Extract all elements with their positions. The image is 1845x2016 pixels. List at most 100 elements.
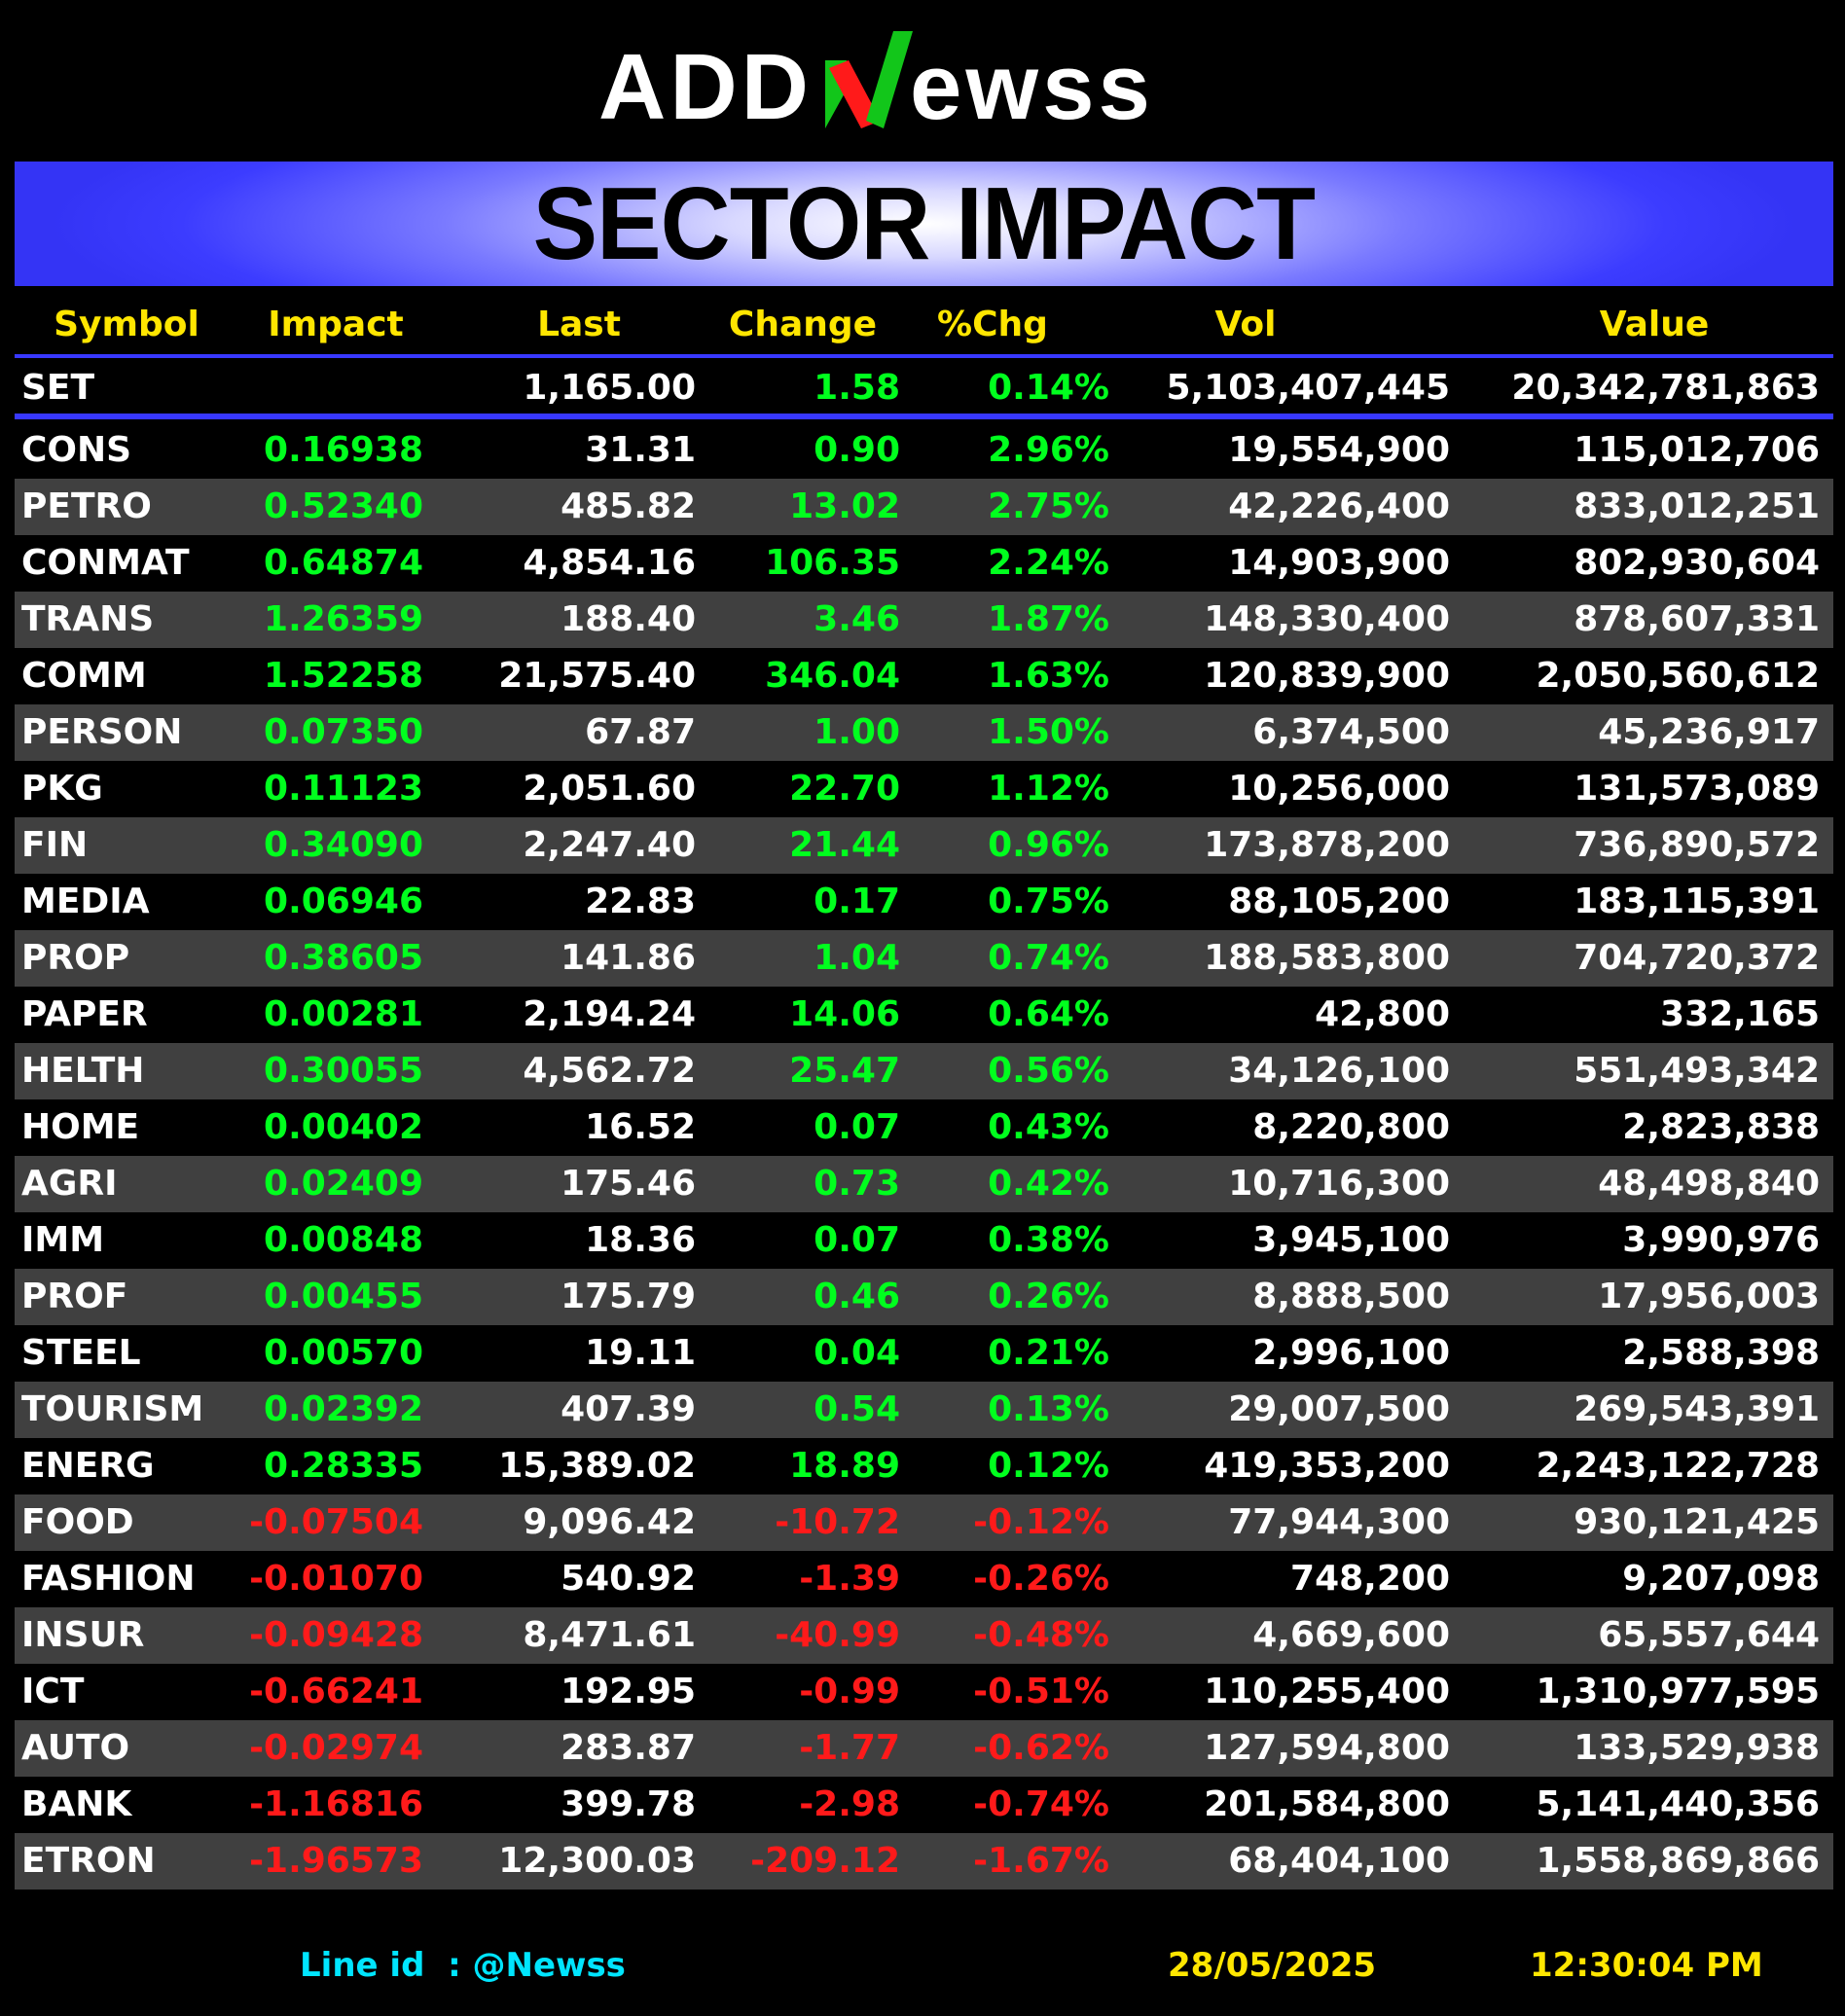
- sector-volume: 2,996,100: [1252, 1333, 1450, 1373]
- sector-last: 399.78: [561, 1784, 696, 1824]
- table-row: ETRON -1.96573 12,300.03 -209.12 -1.67% 68,40…: [15, 1833, 1833, 1890]
- sector-volume: 10,256,000: [1228, 769, 1450, 809]
- logo-text-left: ADD: [598, 35, 813, 138]
- sector-value: 2,243,122,728: [1536, 1446, 1820, 1486]
- sector-symbol: PROP: [21, 938, 130, 978]
- sector-change: -2.98: [799, 1784, 900, 1824]
- sector-volume: 42,800: [1315, 994, 1450, 1034]
- sector-value: 65,557,644: [1598, 1615, 1820, 1655]
- sector-impact: 0.00455: [264, 1277, 423, 1316]
- table-row: INSUR -0.09428 8,471.61 -40.99 -0.48% 4,669,6…: [15, 1607, 1833, 1664]
- sector-change: 0.07: [814, 1220, 900, 1260]
- sector-pct-change: -0.74%: [973, 1784, 1109, 1824]
- sector-last: 67.87: [585, 712, 696, 752]
- sector-value: 704,720,372: [1574, 938, 1820, 978]
- sector-impact: -1.96573: [249, 1841, 423, 1881]
- sector-pct-change: 0.75%: [988, 882, 1109, 921]
- sector-impact: 0.00848: [264, 1220, 423, 1260]
- table-row: STEEL 0.00570 19.11 0.04 0.21% 2,996,100 2,588…: [15, 1325, 1833, 1382]
- sector-impact: -0.09428: [249, 1615, 423, 1655]
- col-header-volume: Vol: [1214, 305, 1277, 344]
- sector-change: 0.17: [814, 882, 900, 921]
- table-row: PERSON 0.07350 67.87 1.00 1.50% 6,374,500 45,2…: [15, 704, 1833, 761]
- date-label: 28/05/2025: [1168, 1946, 1377, 1985]
- sector-impact: 0.16938: [264, 430, 423, 470]
- index-volume: 5,103,407,445: [1166, 368, 1450, 408]
- sector-value: 17,956,003: [1598, 1277, 1820, 1316]
- sector-last: 188.40: [561, 599, 696, 639]
- sector-value: 833,012,251: [1574, 486, 1820, 526]
- sector-volume: 34,126,100: [1228, 1051, 1450, 1091]
- sector-volume: 88,105,200: [1228, 882, 1450, 921]
- sector-change: 3.46: [814, 599, 900, 639]
- sector-last: 192.95: [561, 1672, 696, 1711]
- sector-change: 0.07: [814, 1107, 900, 1147]
- sector-pct-change: 0.74%: [988, 938, 1109, 978]
- sector-symbol: INSUR: [21, 1615, 145, 1655]
- index-symbol: SET: [21, 368, 95, 408]
- sector-value: 802,930,604: [1574, 543, 1820, 583]
- header-divider: [15, 354, 1833, 358]
- sector-volume: 3,945,100: [1252, 1220, 1450, 1260]
- sector-change: -209.12: [750, 1841, 900, 1881]
- sector-pct-change: 0.26%: [988, 1277, 1109, 1316]
- table-row: PROP 0.38605 141.86 1.04 0.74% 188,583,800 704…: [15, 930, 1833, 987]
- sector-impact: 0.34090: [264, 825, 423, 865]
- table-row: TOURISM 0.02392 407.39 0.54 0.13% 29,007,500 2…: [15, 1382, 1833, 1438]
- sector-impact: 0.06946: [264, 882, 423, 921]
- sector-value: 48,498,840: [1598, 1164, 1820, 1204]
- sector-pct-change: 0.56%: [988, 1051, 1109, 1091]
- sector-last: 16.52: [585, 1107, 696, 1147]
- sector-symbol: FIN: [21, 825, 89, 865]
- table-row: AUTO -0.02974 283.87 -1.77 -0.62% 127,594,800…: [15, 1720, 1833, 1777]
- sector-change: 21.44: [789, 825, 900, 865]
- sector-pct-change: -1.67%: [973, 1841, 1109, 1881]
- sector-symbol: BANK: [21, 1784, 132, 1824]
- sector-pct-change: -0.48%: [973, 1615, 1109, 1655]
- sector-symbol: ETRON: [21, 1841, 156, 1881]
- sector-impact: 0.00281: [264, 994, 423, 1034]
- sector-pct-change: -0.51%: [973, 1672, 1109, 1711]
- sector-impact: -1.16816: [249, 1784, 423, 1824]
- sector-volume: 4,669,600: [1252, 1615, 1450, 1655]
- sector-change: 1.04: [814, 938, 900, 978]
- sector-change: -0.99: [799, 1672, 900, 1711]
- table-row: TRANS 1.26359 188.40 3.46 1.87% 148,330,400 87…: [15, 592, 1833, 648]
- sector-symbol: HOME: [21, 1107, 140, 1147]
- table-row: FOOD -0.07504 9,096.42 -10.72 -0.12% 77,944,3…: [15, 1494, 1833, 1551]
- sector-volume: 8,220,800: [1252, 1107, 1450, 1147]
- table-row: PKG 0.11123 2,051.60 22.70 1.12% 10,256,000 13…: [15, 761, 1833, 817]
- sector-impact: 0.00402: [264, 1107, 423, 1147]
- sector-volume: 173,878,200: [1204, 825, 1450, 865]
- table-row: HELTH 0.30055 4,562.72 25.47 0.56% 34,126,100…: [15, 1043, 1833, 1099]
- sector-change: -40.99: [775, 1615, 900, 1655]
- sector-value: 551,493,342: [1574, 1051, 1820, 1091]
- index-pct-change: 0.14%: [988, 368, 1109, 408]
- sector-symbol: PKG: [21, 769, 103, 809]
- sector-value: 736,890,572: [1574, 825, 1820, 865]
- table-row: PROF 0.00455 175.79 0.46 0.26% 8,888,500 17,95…: [15, 1269, 1833, 1325]
- sector-value: 2,588,398: [1622, 1333, 1820, 1373]
- sector-volume: 29,007,500: [1228, 1389, 1450, 1429]
- table-row: ENERG 0.28335 15,389.02 18.89 0.12% 419,353,2…: [15, 1438, 1833, 1494]
- sector-last: 18.36: [585, 1220, 696, 1260]
- sector-symbol: COMM: [21, 656, 147, 696]
- sector-pct-change: 1.50%: [988, 712, 1109, 752]
- col-header-symbol: Symbol: [54, 305, 199, 344]
- sector-symbol: STEEL: [21, 1333, 141, 1373]
- col-header-last: Last: [537, 305, 621, 344]
- sector-last: 12,300.03: [498, 1841, 696, 1881]
- index-divider: [15, 414, 1833, 419]
- sector-symbol: FOOD: [21, 1502, 134, 1542]
- sector-change: 13.02: [789, 486, 900, 526]
- sector-impact: 0.02392: [264, 1389, 423, 1429]
- sector-impact: 0.11123: [264, 769, 423, 809]
- table-row: CONMAT 0.64874 4,854.16 106.35 2.24% 14,903,9…: [15, 535, 1833, 592]
- sector-volume: 10,716,300: [1228, 1164, 1450, 1204]
- sector-change: -1.77: [799, 1728, 900, 1768]
- table-row: ICT -0.66241 192.95 -0.99 -0.51% 110,255,400 1…: [15, 1664, 1833, 1720]
- sector-impact: 0.00570: [264, 1333, 423, 1373]
- sector-last: 141.86: [561, 938, 696, 978]
- sector-volume: 68,404,100: [1228, 1841, 1450, 1881]
- sector-impact: -0.07504: [249, 1502, 423, 1542]
